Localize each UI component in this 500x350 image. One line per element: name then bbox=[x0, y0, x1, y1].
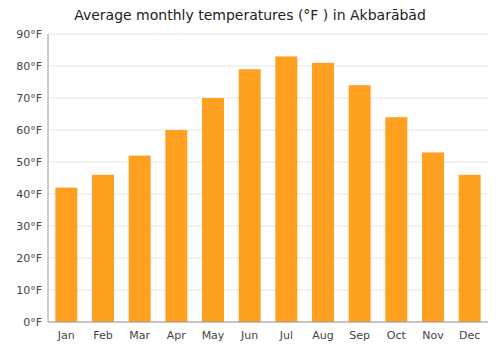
grid-line bbox=[48, 322, 488, 323]
x-tick-label: Dec bbox=[459, 329, 480, 342]
x-tick-label: Jul bbox=[279, 329, 293, 342]
bar bbox=[312, 63, 334, 322]
bar bbox=[55, 188, 77, 322]
bar bbox=[275, 56, 297, 322]
bar bbox=[202, 98, 224, 322]
y-tick-label: 10°F bbox=[16, 284, 42, 297]
bar bbox=[385, 117, 407, 322]
bar bbox=[129, 156, 151, 322]
bar bbox=[459, 175, 481, 322]
x-tick-label: Aug bbox=[312, 329, 333, 342]
x-tick-label: May bbox=[202, 329, 225, 342]
y-tick-label: 60°F bbox=[16, 124, 42, 137]
grid-line bbox=[48, 130, 488, 131]
y-tick-label: 50°F bbox=[16, 156, 42, 169]
bar bbox=[349, 85, 371, 322]
y-tick-label: 0°F bbox=[23, 316, 42, 329]
title: Average monthly temperatures (°F ) in Ak… bbox=[74, 7, 426, 23]
x-tick-label: Apr bbox=[167, 329, 187, 342]
bar bbox=[239, 69, 261, 322]
bar bbox=[422, 152, 444, 322]
x-tick-label: Jun bbox=[240, 329, 258, 342]
y-tick-label: 40°F bbox=[16, 188, 42, 201]
bar bbox=[92, 175, 114, 322]
x-tick-label: Mar bbox=[129, 329, 150, 342]
x-tick-label: Sep bbox=[349, 329, 370, 342]
grid-line bbox=[48, 34, 488, 35]
x-tick-label: Jan bbox=[57, 329, 75, 342]
y-tick-label: 30°F bbox=[16, 220, 42, 233]
bars bbox=[55, 56, 480, 322]
grid-line bbox=[48, 98, 488, 99]
y-tick-label: 20°F bbox=[16, 252, 42, 265]
bar bbox=[165, 130, 187, 322]
y-tick-label: 70°F bbox=[16, 92, 42, 105]
grid-line bbox=[48, 66, 488, 67]
chart: Average monthly temperatures (°F ) in Ak… bbox=[0, 0, 500, 350]
y-tick-label: 90°F bbox=[16, 28, 42, 41]
grid bbox=[48, 34, 488, 322]
x-tick-label: Nov bbox=[422, 329, 444, 342]
y-tick-label: 80°F bbox=[16, 60, 42, 73]
x-tick-label: Oct bbox=[387, 329, 407, 342]
x-axis bbox=[48, 322, 488, 323]
y-axis bbox=[48, 34, 49, 322]
x-tick-label: Feb bbox=[93, 329, 112, 342]
